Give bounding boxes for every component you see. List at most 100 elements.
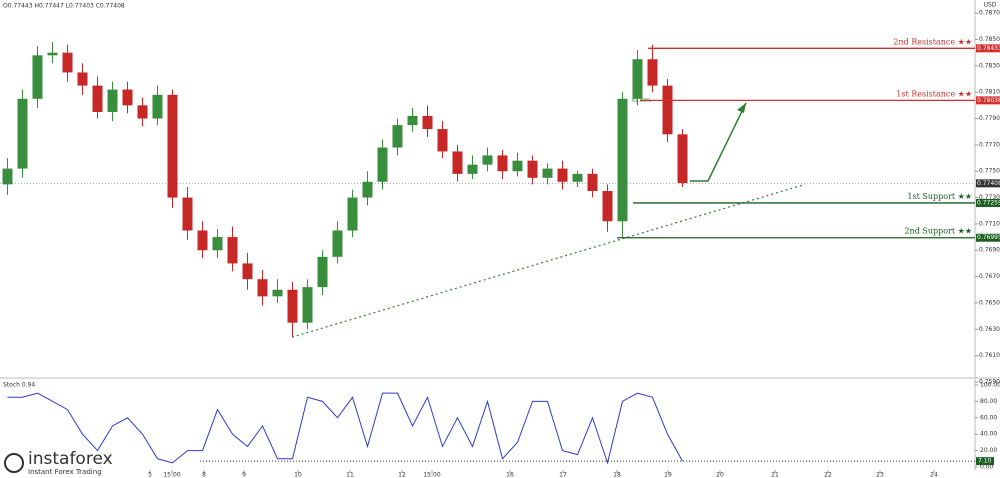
candle-body <box>182 197 193 231</box>
logo-tagline: Instant Forex Trading <box>28 468 102 476</box>
candle-body <box>332 230 343 257</box>
x-tick-label: 18 <box>613 472 621 478</box>
candle-body <box>347 197 358 231</box>
trendline <box>291 183 806 338</box>
candle-body <box>107 89 118 112</box>
level-name: 2nd Resistance ★★ <box>893 37 972 46</box>
stoch-line <box>7 392 683 465</box>
x-tick-label: 8 <box>202 472 206 478</box>
candle-body <box>632 59 643 99</box>
logo-name: instaforex <box>28 449 113 469</box>
candle-body <box>677 134 688 184</box>
candle-body <box>272 289 283 297</box>
stoch-last-box <box>976 457 994 466</box>
logo: instaforex Instant Forex Trading <box>4 449 113 476</box>
candle-body <box>317 256 328 288</box>
candle-body <box>227 237 238 264</box>
candle-body <box>572 173 583 182</box>
x-tick-label: 11 <box>346 472 354 478</box>
candle-body <box>47 52 58 56</box>
x-tick-label: 10 <box>294 472 302 478</box>
candle-body <box>527 160 538 178</box>
stoch-title: Stoch 0.94 <box>3 382 35 389</box>
candle-body <box>212 237 223 251</box>
level-price: 0.76995 <box>977 234 1000 241</box>
candle-body <box>482 155 493 165</box>
y-tick-label: 60.00 <box>980 414 997 421</box>
x-tick-label: 17 <box>559 472 567 478</box>
candle-body <box>92 85 103 112</box>
candle-body <box>662 85 673 135</box>
level-price-box <box>976 44 1000 53</box>
candle-body <box>62 52 73 73</box>
candle-body <box>542 168 553 178</box>
candle-body <box>497 155 508 172</box>
candle-body <box>122 89 133 106</box>
candle-body <box>467 164 478 174</box>
candle-body <box>437 129 448 152</box>
candle-body <box>77 72 88 86</box>
x-tick-label: 24 <box>930 472 938 478</box>
candle-body <box>377 147 388 182</box>
candle-body <box>512 160 523 172</box>
level-price: 0.78038 <box>977 97 1000 104</box>
candle-body <box>167 94 178 198</box>
y-tick-label: 20.00 <box>980 447 997 454</box>
candle-body <box>392 125 403 148</box>
candle-body <box>557 168 568 182</box>
candle-body <box>137 105 148 119</box>
candle-body <box>587 173 598 191</box>
x-tick-label: 12 <box>398 472 406 478</box>
candle-body <box>452 151 463 174</box>
candle-body <box>2 168 13 185</box>
candle-body <box>242 263 253 280</box>
x-tick-label: 5 <box>148 472 152 478</box>
level-price-box <box>976 233 1000 242</box>
candle-body <box>257 279 268 297</box>
y-tick-label: 80.00 <box>980 398 997 405</box>
y-tick-label: 100.00 <box>980 381 1000 388</box>
y-tick-label: 0.00 <box>980 463 994 470</box>
level-name: 2nd Support ★★ <box>904 227 972 236</box>
ohlc-header: O0.77443 H0.77447 L0.77403 C0.77408 <box>3 3 125 10</box>
x-tick-label: 21 <box>771 472 779 478</box>
fib-label: 61.80% <box>632 98 651 104</box>
level-name: 1st Support ★★ <box>907 192 972 201</box>
last-price-box <box>976 179 1000 188</box>
x-tick-label: 15:00 <box>163 472 180 478</box>
candle-body <box>152 94 163 119</box>
x-tick-label: 15:00 <box>423 472 440 478</box>
level-price-box <box>976 198 1000 207</box>
stoch-last-label: 7.10 <box>978 458 992 465</box>
candle-body <box>617 98 628 222</box>
x-tick-label: 9 <box>242 472 246 478</box>
currency: USD <box>984 2 997 9</box>
arrow-head <box>737 103 746 113</box>
level-price-box <box>976 96 1000 105</box>
level-price: 0.78433 <box>977 45 1000 52</box>
y-tick-label: 40.00 <box>980 431 997 438</box>
logo-icon <box>4 453 24 473</box>
last-price-label: 0.77408 <box>977 180 1000 187</box>
x-tick-label: 20 <box>716 472 724 478</box>
candle-body <box>602 190 613 222</box>
candle-body <box>287 289 298 323</box>
level-name: 1st Resistance ★★ <box>896 89 972 98</box>
candle-body <box>362 181 373 198</box>
candle-body <box>647 59 658 86</box>
candle-body <box>197 230 208 251</box>
